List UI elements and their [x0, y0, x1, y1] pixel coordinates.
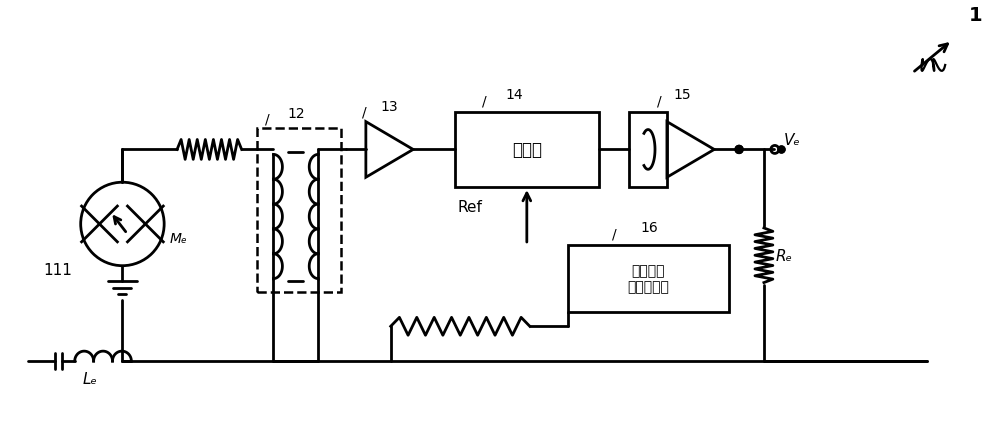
Text: Ref: Ref — [457, 200, 482, 214]
Text: Mₑ: Mₑ — [170, 231, 188, 245]
Text: 16: 16 — [640, 220, 658, 234]
Text: Rₑ: Rₑ — [776, 248, 793, 263]
Text: $\mathsf{/}$: $\mathsf{/}$ — [611, 227, 618, 242]
Text: Vₑ: Vₑ — [784, 133, 801, 148]
Text: 1: 1 — [969, 6, 983, 25]
Text: 14: 14 — [506, 88, 523, 102]
Bar — [455, 112, 599, 188]
Circle shape — [735, 146, 743, 154]
Bar — [257, 128, 341, 292]
Text: $\mathsf{/}$: $\mathsf{/}$ — [264, 112, 270, 127]
Text: $\mathsf{/}$: $\mathsf{/}$ — [481, 94, 488, 109]
Text: 调制解调
信号发生器: 调制解调 信号发生器 — [627, 264, 669, 294]
Text: 111: 111 — [43, 262, 72, 277]
Text: 12: 12 — [287, 106, 305, 120]
Circle shape — [735, 146, 743, 154]
Text: 解调器: 解调器 — [512, 141, 542, 159]
Text: 13: 13 — [381, 99, 398, 113]
Text: $\mathsf{/}$: $\mathsf{/}$ — [361, 105, 368, 120]
Text: $\mathsf{/}$: $\mathsf{/}$ — [656, 94, 663, 109]
Text: Lₑ: Lₑ — [83, 371, 98, 386]
Bar — [629, 112, 667, 188]
Bar — [568, 245, 729, 312]
Text: 15: 15 — [674, 88, 692, 102]
